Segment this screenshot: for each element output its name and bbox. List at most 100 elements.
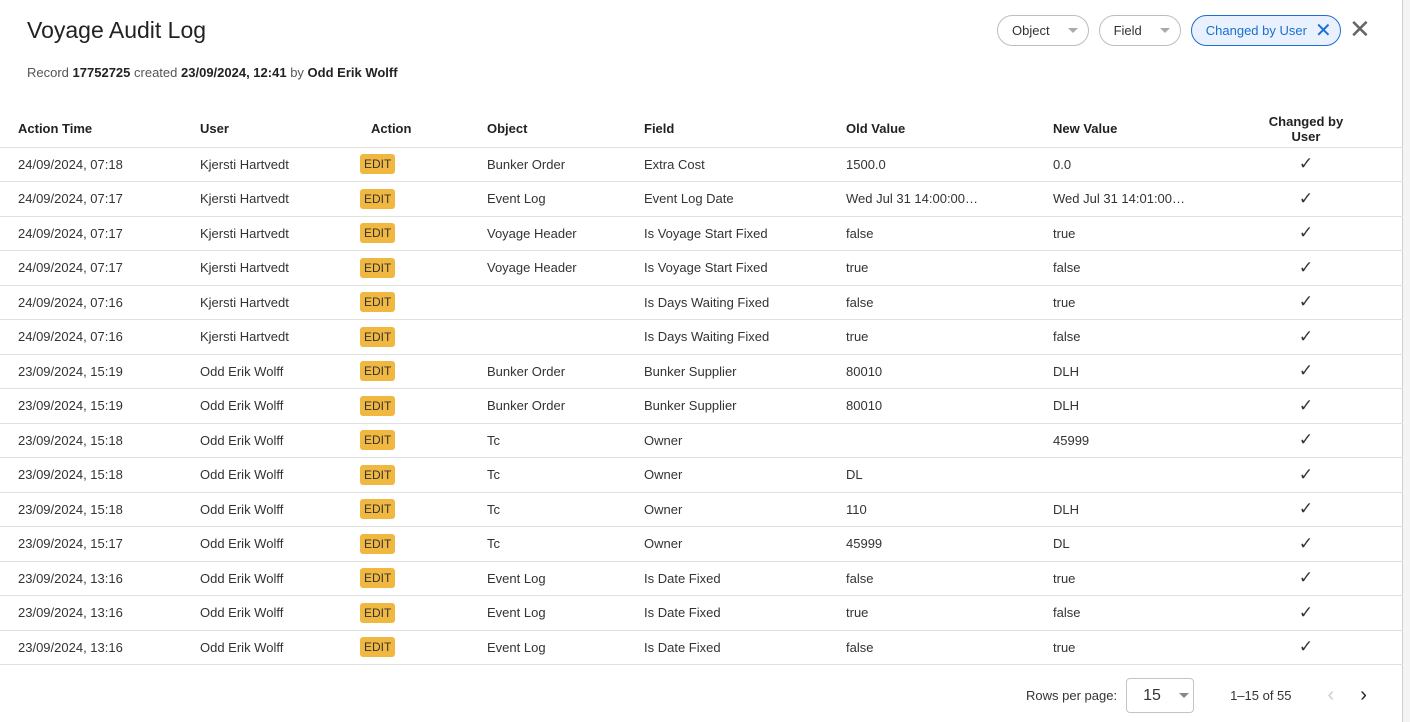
action-badge: EDIT [360, 637, 396, 658]
cell-field: Bunker Supplier [644, 388, 846, 424]
checkmark-icon: ✓ [1298, 361, 1314, 381]
table-row[interactable]: 23/09/2024, 13:16 Odd Erik Wolff EDIT Event… [0, 561, 1403, 596]
cell-action-time: 23/09/2024, 13:16 [0, 595, 200, 631]
action-badge: EDIT [360, 395, 396, 416]
cell-new-value: true [1053, 561, 1259, 596]
table-row[interactable]: 24/09/2024, 07:16 Kjersti Hartvedt EDIT Is … [0, 319, 1403, 355]
cell-field: Owner [644, 526, 846, 562]
cell-object: Voyage Header [487, 216, 644, 251]
cell-changed-by-user: ✓ [1259, 630, 1403, 665]
cell-field: Is Date Fixed [644, 561, 846, 596]
cell-action: EDIT [360, 285, 487, 320]
cell-action-time: 23/09/2024, 15:18 [0, 492, 200, 527]
table-row[interactable]: 24/09/2024, 07:16 Kjersti Hartvedt EDIT Is … [0, 285, 1403, 320]
cell-new-value [1053, 457, 1259, 493]
col-old-value[interactable]: Old Value [846, 111, 1053, 148]
rows-per-page-select[interactable]: 15 [1126, 678, 1195, 713]
table-row[interactable]: 23/09/2024, 13:16 Odd Erik Wolff EDIT Event… [0, 595, 1403, 631]
checkmark-icon: ✓ [1298, 154, 1314, 174]
cell-field: Event Log Date [644, 181, 846, 217]
cell-field: Owner [644, 423, 846, 458]
checkmark-icon: ✓ [1298, 568, 1314, 588]
cell-changed-by-user: ✓ [1259, 216, 1403, 251]
next-page-icon[interactable]: › [1360, 684, 1367, 706]
table-row[interactable]: 23/09/2024, 13:16 Odd Erik Wolff EDIT Event… [0, 630, 1403, 665]
cell-changed-by-user: ✓ [1259, 147, 1403, 182]
cell-object: Bunker Order [487, 147, 644, 182]
table-row[interactable]: 23/09/2024, 15:17 Odd Erik Wolff EDIT Tc Own… [0, 526, 1403, 562]
cell-user: Kjersti Hartvedt [200, 216, 360, 251]
cell-old-value: false [846, 216, 1053, 251]
col-object[interactable]: Object [487, 111, 644, 148]
table-row[interactable]: 24/09/2024, 07:18 Kjersti Hartvedt EDIT Bun… [0, 147, 1403, 182]
table-row[interactable]: 24/09/2024, 07:17 Kjersti Hartvedt EDIT Eve… [0, 181, 1403, 217]
cell-object: Tc [487, 526, 644, 562]
cell-field: Bunker Supplier [644, 354, 846, 389]
table-row[interactable]: 24/09/2024, 07:17 Kjersti Hartvedt EDIT Voy… [0, 250, 1403, 286]
checkmark-icon: ✓ [1298, 223, 1314, 243]
by-label: by [290, 65, 304, 80]
action-badge: EDIT [360, 188, 396, 209]
col-action[interactable]: Action [360, 111, 487, 148]
cell-new-value: DL [1053, 526, 1259, 562]
record-info: Record 17752725 created 23/09/2024, 12:4… [27, 65, 398, 80]
cell-object [487, 285, 644, 320]
rows-per-page-label: Rows per page: [1026, 688, 1118, 703]
checkmark-icon: ✓ [1298, 464, 1314, 484]
clear-filter-icon[interactable]: ✕ [1314, 19, 1332, 42]
cell-new-value: true [1053, 630, 1259, 665]
col-user[interactable]: User [200, 111, 360, 148]
audit-table: Action Time User Action Object Field Old… [0, 111, 1403, 665]
cell-changed-by-user: ✓ [1259, 526, 1403, 562]
filter-field[interactable]: Field [1098, 15, 1181, 46]
cell-field: Is Days Waiting Fixed [644, 285, 846, 320]
cell-old-value: false [846, 561, 1053, 596]
cell-user: Odd Erik Wolff [200, 457, 360, 493]
cell-object: Tc [487, 457, 644, 493]
cell-new-value: 0.0 [1053, 147, 1259, 182]
cell-changed-by-user: ✓ [1259, 595, 1403, 631]
cell-action: EDIT [360, 181, 487, 217]
cell-old-value: false [846, 285, 1053, 320]
cell-new-value: false [1053, 250, 1259, 286]
close-icon[interactable]: ✕ [1349, 14, 1371, 44]
cell-object: Event Log [487, 595, 644, 631]
table-header: Action Time User Action Object Field Old… [0, 111, 1403, 148]
col-action-time[interactable]: Action Time [0, 111, 200, 148]
action-badge: EDIT [360, 292, 396, 313]
table-row[interactable]: 23/09/2024, 15:18 Odd Erik Wolff EDIT Tc Own… [0, 457, 1403, 493]
col-changed-by-user[interactable]: Changed by User [1259, 111, 1403, 148]
table-row[interactable]: 23/09/2024, 15:18 Odd Erik Wolff EDIT Tc Own… [0, 423, 1403, 458]
cell-action: EDIT [360, 526, 487, 562]
cell-changed-by-user: ✓ [1259, 492, 1403, 527]
cell-action: EDIT [360, 388, 487, 424]
cell-action-time: 24/09/2024, 07:17 [0, 181, 200, 217]
filter-changed-by-user[interactable]: Changed by User ✕ [1190, 15, 1341, 46]
cell-field: Extra Cost [644, 147, 846, 182]
cell-old-value: false [846, 630, 1053, 665]
cell-field: Owner [644, 457, 846, 493]
cell-object: Event Log [487, 630, 644, 665]
cell-object [487, 319, 644, 355]
filter-object[interactable]: Object [997, 15, 1089, 46]
cell-user: Odd Erik Wolff [200, 561, 360, 596]
table-row[interactable]: 24/09/2024, 07:17 Kjersti Hartvedt EDIT Voy… [0, 216, 1403, 251]
cell-old-value [846, 423, 1053, 458]
checkmark-icon: ✓ [1298, 602, 1314, 622]
col-new-value[interactable]: New Value [1053, 111, 1259, 148]
checkmark-icon: ✓ [1298, 292, 1314, 312]
prev-page-icon[interactable]: ‹ [1327, 684, 1335, 706]
cell-user: Kjersti Hartvedt [200, 285, 360, 320]
cell-user: Odd Erik Wolff [200, 492, 360, 527]
caret-down-icon [1067, 28, 1078, 33]
table-row[interactable]: 23/09/2024, 15:18 Odd Erik Wolff EDIT Tc Own… [0, 492, 1403, 527]
table-row[interactable]: 23/09/2024, 15:19 Odd Erik Wolff EDIT Bunke… [0, 354, 1403, 389]
cell-old-value: true [846, 319, 1053, 355]
cell-user: Kjersti Hartvedt [200, 250, 360, 286]
col-field[interactable]: Field [644, 111, 846, 148]
action-badge: EDIT [360, 499, 396, 520]
cell-action: EDIT [360, 561, 487, 596]
cell-action-time: 23/09/2024, 15:17 [0, 526, 200, 562]
cell-action: EDIT [360, 492, 487, 527]
table-row[interactable]: 23/09/2024, 15:19 Odd Erik Wolff EDIT Bunke… [0, 388, 1403, 424]
